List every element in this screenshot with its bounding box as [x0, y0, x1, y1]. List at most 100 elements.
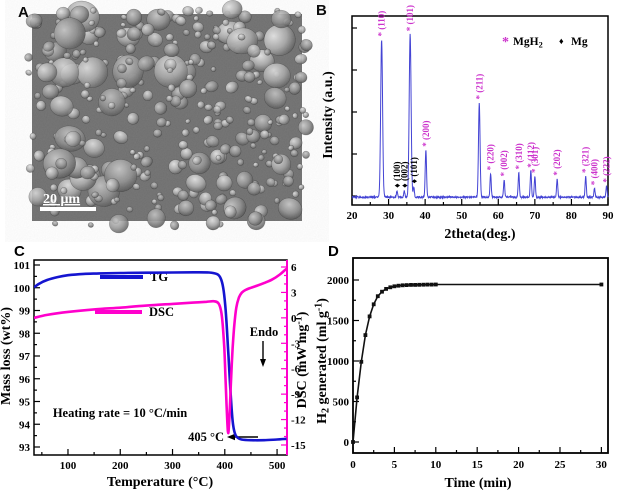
svg-text:95: 95 [19, 397, 31, 409]
svg-text:20: 20 [347, 210, 359, 222]
svg-text:99: 99 [19, 306, 31, 318]
data-point-marker [396, 283, 401, 288]
svg-text:70: 70 [529, 210, 541, 222]
peak-label-(202): * (202) [552, 149, 562, 175]
svg-text:10: 10 [430, 459, 442, 471]
scale-bar-label: 20 μm [43, 192, 80, 207]
svg-text:3: 3 [291, 287, 297, 299]
data-point-marker [404, 283, 409, 287]
peak-label-(112): * (112) [526, 142, 536, 168]
svg-text:-9: -9 [291, 389, 301, 401]
peak-label-(220): * (220) [486, 144, 496, 170]
peak-label-(101): ♦ (101) [409, 157, 419, 183]
svg-text:30: 30 [596, 459, 608, 471]
peak-label-(321): * (321) [581, 147, 591, 173]
xrd-x-axis-label: 2theta(deg.) [444, 227, 515, 242]
svg-text:96: 96 [19, 374, 31, 386]
data-point-marker [375, 294, 380, 299]
svg-text:40: 40 [420, 210, 432, 222]
panel-a-label: A [18, 4, 29, 21]
svg-text:60: 60 [493, 210, 505, 222]
scale-bar [40, 207, 96, 211]
xrd-curve [351, 33, 609, 200]
svg-text:20: 20 [513, 459, 525, 471]
svg-text:6: 6 [291, 262, 297, 274]
data-point-marker [359, 359, 364, 364]
peak-label-(200): * (200) [421, 121, 431, 147]
svg-text:90: 90 [603, 210, 615, 222]
svg-text:0: 0 [350, 459, 356, 471]
panel-d-label: D [328, 243, 339, 260]
svg-text:98: 98 [19, 328, 31, 340]
svg-text:-15: -15 [291, 440, 306, 452]
peak-label-(100): ♦ (100) [392, 162, 402, 188]
peak-label-(002): * (002) [499, 150, 509, 176]
sem-micrograph: 20 μm [24, 0, 314, 234]
data-point-marker [599, 282, 604, 287]
legend-mgh2-marker: * [502, 35, 509, 50]
svg-text:1000: 1000 [327, 356, 350, 368]
svg-text:100: 100 [60, 460, 77, 472]
data-point-marker [367, 314, 372, 319]
svg-text:25: 25 [554, 459, 566, 471]
data-point-marker [371, 302, 376, 307]
svg-text:-6: -6 [291, 364, 301, 376]
h2-curve [352, 283, 602, 443]
peak-label-(101): * (101) [405, 5, 415, 31]
data-point-marker [363, 333, 368, 337]
peak-temperature-arrowhead-icon [227, 433, 235, 441]
dsc-legend-label: DSC [149, 305, 174, 319]
dsc-curve [34, 267, 287, 435]
svg-text:93: 93 [19, 442, 31, 454]
peak-label-(310): * (310) [514, 143, 524, 169]
xrd-y-axis-label: Intensity (a.u.) [321, 71, 336, 159]
data-point-marker [417, 282, 422, 287]
svg-text:500: 500 [269, 460, 286, 472]
h2-y-axis-label: H2 generated (ml g-1) [314, 298, 332, 424]
data-point-marker [413, 283, 417, 287]
svg-text:5: 5 [392, 459, 398, 471]
svg-text:300: 300 [164, 460, 181, 472]
sem-noise-overlay [32, 14, 302, 221]
panel-c-label: C [14, 243, 25, 260]
endo-annotation: Endo [250, 325, 279, 339]
peak-label-(400): * (400) [589, 159, 599, 185]
xrd-chart: Intensity (a.u.) 2theta(deg.) * MgH2 ♦ M… [321, 5, 615, 242]
tg-dsc-chart: Mass loss (wt%) DSC (mW mg-1) Temperatur… [0, 259, 311, 490]
peak-label-(222): * (222) [602, 156, 612, 182]
tg-y-axis-label: Mass loss (wt%) [0, 307, 14, 405]
data-point-marker [433, 282, 438, 287]
tg-curve [34, 270, 287, 442]
svg-text:94: 94 [19, 419, 31, 431]
svg-text:-12: -12 [291, 415, 306, 427]
legend-mgh2-label: MgH2 [513, 36, 543, 50]
h2-frame [352, 257, 609, 454]
data-point-marker [409, 283, 413, 287]
svg-text:15: 15 [472, 459, 484, 471]
peak-temperature-annotation: 405 °C [188, 430, 224, 444]
data-point-marker [425, 282, 430, 287]
data-point-marker [355, 395, 359, 400]
svg-text:-3: -3 [291, 338, 301, 350]
svg-text:500: 500 [333, 397, 350, 409]
peak-label-(110): * (110) [377, 11, 387, 37]
svg-text:0: 0 [344, 437, 350, 449]
svg-text:101: 101 [14, 260, 31, 272]
data-point-marker [392, 284, 397, 289]
endo-arrowhead-icon [260, 359, 266, 367]
peak-label-(002): ♦ (002) [399, 162, 409, 188]
temperature-x-axis-label: Temperature (°C) [107, 475, 214, 490]
h2-generation-chart: H2 generated (ml g-1) Time (min) 0 5 10 15 2… [314, 257, 609, 491]
xrd-plot-area: 20 30 40 50 60 70 80 90 * (110) ♦ (100)♦ (002) * (… [347, 5, 615, 222]
dsc-y-axis-label: DSC (mW mg-1) [294, 311, 311, 408]
h2-plot-area: 0 5 10 15 20 25 30 0 500 1000 1500 2000 [327, 257, 609, 471]
data-point-marker [421, 282, 426, 287]
svg-text:200: 200 [112, 460, 129, 472]
svg-text:1500: 1500 [327, 316, 350, 328]
data-point-marker [429, 282, 434, 287]
panel-b-label: B [316, 2, 327, 19]
peak-label-(301): * (301) [530, 147, 540, 173]
data-point-marker [400, 283, 405, 288]
data-point-marker [388, 285, 393, 290]
